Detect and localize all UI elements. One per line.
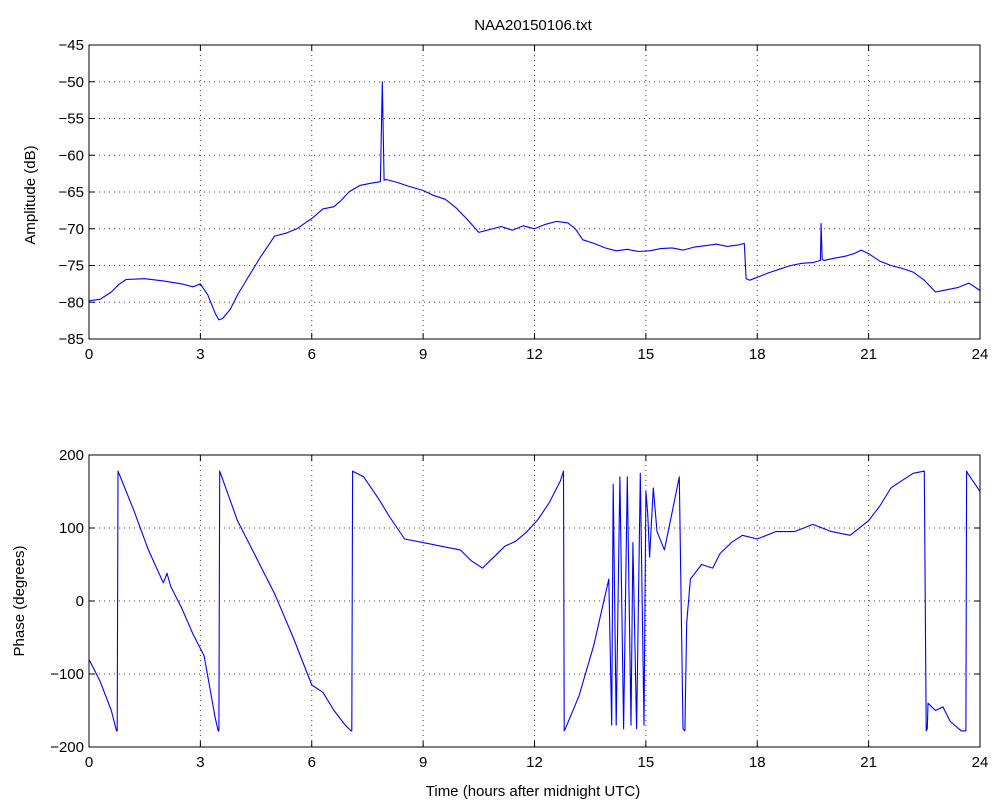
amplitude-ytick-label-7: −80 — [59, 294, 84, 311]
amplitude-ytick-label-8: −85 — [59, 331, 84, 348]
phase-y-axis-label: Phase (degrees) — [11, 546, 28, 657]
phase-ytick-label-3: −100 — [50, 666, 84, 683]
time-x-axis-label: Time (hours after midnight UTC) — [426, 783, 641, 800]
amplitude-ytick-label-1: −50 — [59, 74, 84, 91]
phase-xtick-label-8: 24 — [972, 754, 989, 771]
phase-xtick-label-0: 0 — [85, 754, 93, 771]
amplitude-ytick-label-6: −75 — [59, 258, 84, 275]
amplitude-xtick-label-6: 18 — [749, 346, 766, 363]
phase-ytick-label-4: −200 — [50, 739, 84, 756]
phase-series-line-0 — [88, 470, 981, 732]
amplitude-xtick-label-3: 9 — [419, 346, 427, 363]
phase-xtick-label-7: 21 — [860, 754, 877, 771]
amplitude-xtick-label-0: 0 — [85, 346, 93, 363]
amplitude-plot: 0 3 6 9 12 15 18 21 24 −45 −50 −55 −60 −65 −70 −75 −80 −8… — [59, 37, 989, 363]
amplitude-xtick-label-4: 12 — [526, 346, 543, 363]
phase-ytick-label-0: 200 — [59, 447, 84, 464]
amplitude-y-axis-label: Amplitude (dB) — [22, 145, 39, 244]
phase-ytick-label-2: 0 — [76, 593, 84, 610]
amplitude-ytick-label-5: −70 — [59, 221, 84, 238]
phase-xtick-label-5: 15 — [638, 754, 655, 771]
amplitude-ytick-label-2: −55 — [59, 111, 84, 128]
plots-layer: 0 3 6 9 12 15 18 21 24 −45 −50 −55 −60 −65 −70 −75 −80 −8… — [50, 37, 988, 771]
phase-xtick-label-6: 18 — [749, 754, 766, 771]
phase-xtick-label-1: 3 — [196, 754, 204, 771]
phase-plot: 0 3 6 9 12 15 18 21 24 200 100 0 −100 −200 — [50, 447, 988, 771]
phase-xtick-label-3: 9 — [419, 754, 427, 771]
amplitude-xtick-label-2: 6 — [308, 346, 316, 363]
chart-title: NAA20150106.txt — [474, 17, 592, 34]
phase-ytick-label-1: 100 — [59, 520, 84, 537]
amplitude-xtick-label-1: 3 — [196, 346, 204, 363]
amplitude-ytick-label-0: −45 — [59, 37, 84, 54]
phase-xtick-label-2: 6 — [308, 754, 316, 771]
phase-xtick-label-4: 12 — [526, 754, 543, 771]
amplitude-xtick-label-7: 21 — [860, 346, 877, 363]
amplitude-ytick-label-4: −65 — [59, 184, 84, 201]
amplitude-ytick-label-3: −60 — [59, 147, 84, 164]
amplitude-series-line-0 — [88, 81, 981, 321]
amplitude-xtick-label-5: 15 — [638, 346, 655, 363]
amplitude-xtick-label-8: 24 — [972, 346, 989, 363]
